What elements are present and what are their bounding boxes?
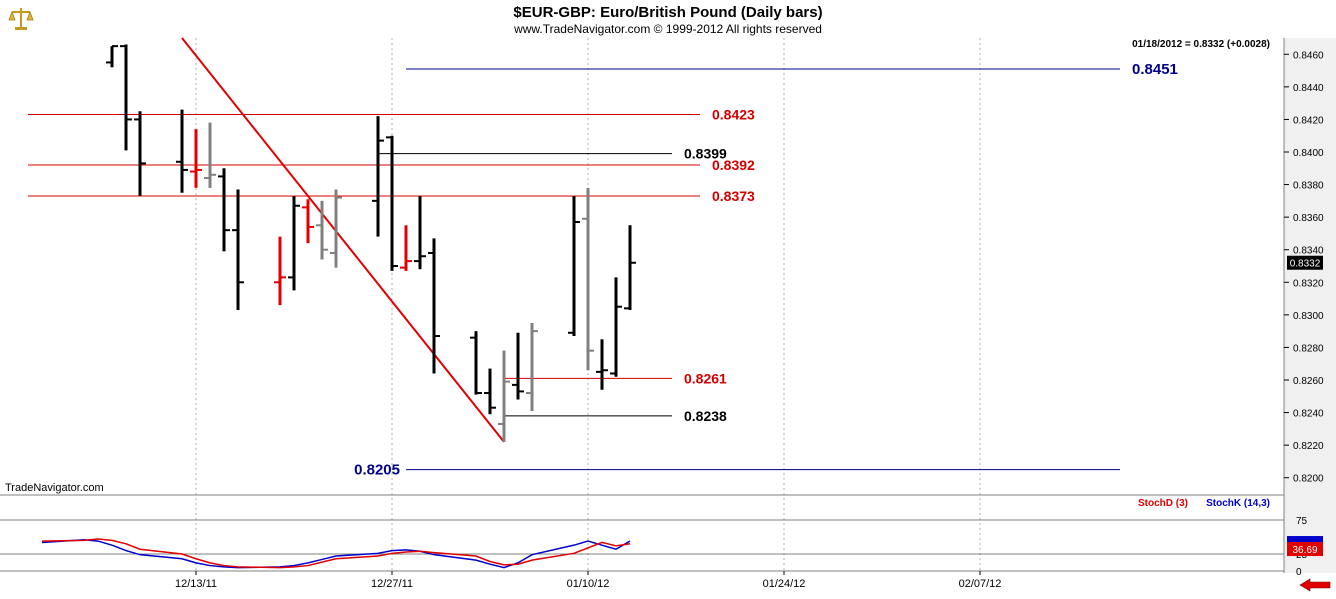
price-tick-label: 0.8240: [1293, 409, 1324, 420]
ohlc-bar: [302, 199, 314, 244]
price-tick-label: 0.8200: [1293, 474, 1324, 485]
ohlc-bar: [526, 323, 538, 411]
price-tick-label: 0.8260: [1293, 376, 1324, 387]
scales-logo-icon: [8, 6, 34, 30]
stoch-legend-entry: StochD (3): [1138, 498, 1188, 509]
price-tick-label: 0.8320: [1293, 278, 1324, 289]
ohlc-bar: [512, 332, 524, 400]
date-tick-label: 12/13/11: [175, 578, 217, 590]
chart-title: $EUR-GBP: Euro/British Pound (Daily bars…: [513, 4, 822, 21]
downtrend-line: [181, 37, 505, 443]
price-tick-label: 0.8420: [1293, 115, 1324, 126]
stoch-current-label: 36.69: [1292, 545, 1317, 556]
level-label: 0.8399: [684, 146, 727, 162]
price-tick-label: 0.8400: [1293, 148, 1324, 159]
price-tick-label: 0.8360: [1293, 213, 1324, 224]
ohlc-bar: [386, 135, 398, 271]
ohlc-bar: [176, 109, 188, 193]
date-axis: 12/13/11 12/27/11 01/10/12 01/24/12 02/07/12: [175, 571, 1001, 590]
ohlc-bar: [470, 331, 482, 395]
price-tick-label: 0.8440: [1293, 83, 1324, 94]
level-label: 0.8238: [684, 408, 727, 424]
level-label: 0.8451: [1132, 61, 1178, 78]
ohlc-bar: [330, 189, 342, 268]
ohlc-bar: [414, 195, 426, 270]
ohlc-bar: [232, 189, 244, 310]
current-price-badge: [1287, 255, 1323, 270]
ohlc-bar: [568, 195, 580, 337]
stoch-legend-entry: StochK (14,3): [1206, 498, 1270, 509]
price-axis: 0.8460 0.8440 0.8420 0.8400 0.8380 0.8360 0.83…: [1283, 38, 1336, 573]
watermark-text: TradeNavigator.com: [5, 482, 104, 494]
ohlc-bars: [106, 44, 636, 442]
stoch-d-badge: [1287, 542, 1323, 557]
date-tick-label: 12/27/11: [371, 578, 413, 590]
price-tick-label: 0.8300: [1293, 311, 1324, 322]
date-tick-label: 01/24/12: [763, 578, 806, 590]
ohlc-bar: [316, 200, 328, 260]
price-tick-label: 0.8340: [1293, 246, 1324, 257]
ohlc-bar: [120, 44, 132, 151]
level-label: 0.8392: [712, 157, 755, 173]
current-price-label: 0.8332: [1290, 259, 1321, 270]
date-tick-label: 02/07/12: [959, 578, 1002, 590]
price-tick-label: 0.8220: [1293, 441, 1324, 452]
ohlc-bar: [610, 277, 622, 377]
ohlc-bar: [106, 45, 118, 68]
trend-line-layer: [181, 37, 505, 443]
ohlc-bar: [400, 225, 412, 271]
ohlc-bar: [498, 350, 510, 442]
stoch-tick-label: 75: [1296, 516, 1308, 527]
ohlc-bar: [190, 129, 202, 188]
ohlc-bar: [624, 225, 636, 310]
ohlc-bar: [218, 168, 230, 252]
ohlc-bar: [204, 122, 216, 188]
stoch-series-line: [41, 538, 631, 569]
level-label: 0.8423: [712, 107, 755, 123]
level-label: 0.8261: [684, 370, 727, 386]
stochastic-panel: 75250StochD (3)StochK (14,3)36.69: [0, 498, 1323, 578]
ohlc-bar: [428, 238, 440, 374]
stoch-tick-label: 0: [1296, 567, 1302, 578]
date-tick-label: 01/10/12: [567, 578, 610, 590]
level-label: 0.8373: [712, 188, 755, 204]
stoch-series-line: [41, 538, 631, 569]
ohlc-bar: [274, 236, 286, 306]
ohlc-bar: [596, 339, 608, 390]
ohlc-bar: [372, 116, 384, 237]
price-tick-label: 0.8280: [1293, 343, 1324, 354]
price-tick-label: 0.8460: [1293, 50, 1324, 61]
copyright-text: www.TradeNavigator.com © 1999-2012 All r…: [513, 22, 822, 36]
price-axis-background: [1284, 38, 1336, 573]
ohlc-bar: [288, 195, 300, 291]
ohlc-bar: [134, 111, 146, 196]
last-quote-text: 01/18/2012 = 0.8332 (+0.0028): [1132, 39, 1270, 50]
level-label: 0.8205: [354, 462, 400, 479]
scroll-left-arrow-icon[interactable]: [1296, 578, 1332, 592]
stoch-k-badge: [1287, 536, 1323, 543]
ohlc-bar: [582, 187, 594, 371]
ohlc-bar: [484, 368, 496, 415]
price-tick-label: 0.8380: [1293, 181, 1324, 192]
